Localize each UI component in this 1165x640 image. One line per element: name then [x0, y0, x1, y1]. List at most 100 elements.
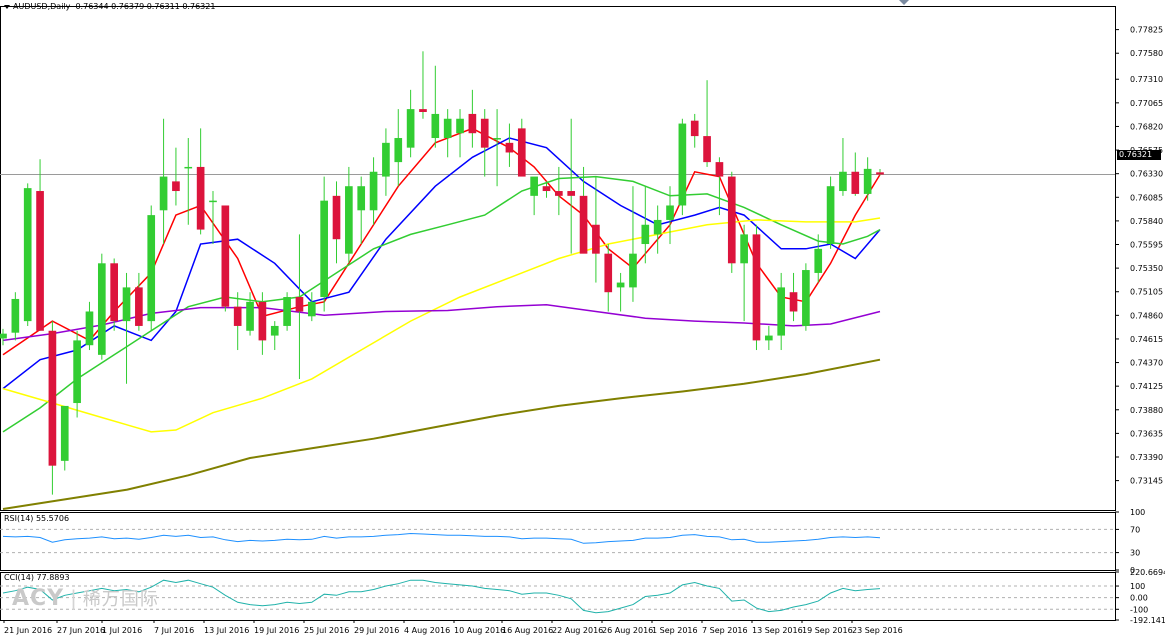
x-tick-label: 25 Jul 2016: [304, 626, 349, 635]
candle-body: [814, 248, 823, 273]
symbol-header: AUDUSD,Daily 0.76344 0.76379 0.76311 0.7…: [4, 2, 215, 11]
candle-body: [270, 325, 279, 336]
cci-tick-label: -100: [1130, 605, 1148, 614]
candle-body: [394, 138, 403, 163]
rsi-tick-label: 100: [1130, 508, 1145, 517]
y-tick-label: 0.76820: [1130, 122, 1163, 131]
symbol-title: AUDUSD,Daily: [13, 2, 71, 11]
moving-average-1: [2, 137, 881, 390]
y-tick-label: 0.73145: [1130, 477, 1163, 486]
candle-body: [802, 270, 810, 326]
logo-separator: |: [70, 586, 77, 610]
candle-body: [678, 123, 687, 206]
y-tick-label: 0.73635: [1130, 429, 1163, 438]
candle-body: [97, 263, 106, 355]
x-tick-label: 13 Jul 2016: [204, 626, 249, 635]
candle-body: [135, 287, 143, 326]
rsi-line: [2, 532, 881, 544]
candle-body: [320, 200, 328, 298]
candle-body: [493, 138, 501, 140]
candle-body: [666, 205, 674, 220]
x-tick-label: 27 Jun 2016: [57, 626, 105, 635]
candle-body: [443, 118, 452, 139]
candle-body: [567, 191, 576, 196]
moving-average-4: [2, 303, 881, 342]
candle-body: [345, 186, 353, 254]
candle-body: [406, 109, 415, 148]
candle-body: [48, 330, 57, 466]
candle-body: [456, 118, 464, 134]
x-tick-label: 19 Sep 2016: [802, 626, 853, 635]
candle-body: [629, 253, 637, 288]
candle-body: [555, 191, 563, 196]
candle-body: [727, 176, 736, 264]
rsi-title: RSI(14) 55.5706: [4, 514, 72, 523]
logo: ACY | 稀万国际: [12, 585, 159, 611]
y-tick-label: 0.74125: [1130, 382, 1163, 391]
candle-body: [765, 335, 773, 341]
main-panel-frame: [0, 6, 1116, 511]
x-tick-label: 21 Jun 2016: [4, 626, 52, 635]
candle-body: [579, 195, 588, 254]
shift-marker-icon[interactable]: [899, 0, 909, 5]
cci-line: [2, 579, 881, 614]
candle-body: [110, 263, 118, 322]
x-tick-label: 29 Jul 2016: [354, 626, 399, 635]
x-tick-label: 26 Aug 2016: [602, 626, 653, 635]
candle-body: [851, 171, 860, 194]
y-tick-label: 0.77065: [1130, 99, 1163, 108]
candle-body: [307, 301, 316, 317]
logo-brand: ACY: [12, 586, 65, 611]
x-tick-label: 16 Aug 2016: [502, 626, 553, 635]
candle-body: [73, 340, 81, 404]
x-tick-label: 7 Jul 2016: [154, 626, 194, 635]
candle-body: [36, 191, 44, 331]
candle-body: [876, 172, 884, 175]
candle-body: [517, 128, 526, 177]
cci-tick-label: 220.6694: [1130, 568, 1165, 577]
y-tick-label: 0.74370: [1130, 359, 1163, 368]
y-tick-label: 0.74615: [1130, 335, 1163, 344]
candle-body: [332, 195, 341, 240]
rsi-tick-label: 0: [1130, 566, 1135, 575]
ohlc-readout: 0.76344 0.76379 0.76311 0.76321: [75, 2, 216, 11]
candle-body: [221, 205, 230, 307]
candle-body: [196, 166, 205, 230]
x-tick-label: 1 Jul 2016: [102, 626, 142, 635]
candle-body: [431, 113, 440, 139]
candle-body: [542, 186, 551, 192]
x-tick-label: 19 Jul 2016: [254, 626, 299, 635]
y-tick-label: 0.75595: [1130, 241, 1163, 250]
logo-chinese: 稀万国际: [82, 589, 159, 610]
candle-body: [826, 186, 835, 245]
candle-body: [653, 219, 662, 235]
candle-body: [85, 311, 94, 346]
x-tick-label: 13 Sep 2016: [752, 626, 803, 635]
x-tick-label: 1 Sep 2016: [652, 626, 698, 635]
candle-body: [258, 301, 267, 341]
cci-tick-label: 0.00: [1130, 594, 1148, 603]
candle-body: [740, 234, 748, 264]
candle-body: [295, 297, 304, 312]
candle-body: [592, 224, 600, 254]
candle-body: [23, 188, 32, 322]
candle-body: [0, 333, 7, 339]
candle-body: [184, 166, 193, 169]
candle-body: [480, 118, 489, 148]
x-tick-label: 4 Aug 2016: [404, 626, 450, 635]
y-tick-label: 0.73880: [1130, 406, 1163, 415]
candle-body: [209, 200, 217, 203]
candle-body: [703, 136, 711, 163]
candle-body: [641, 224, 650, 245]
cci-title: CCI(14) 77.8893: [4, 573, 72, 582]
moving-average-2: [2, 175, 881, 433]
y-tick-label: 0.77580: [1130, 49, 1163, 58]
candle-body: [159, 176, 168, 211]
y-tick-label: 0.75105: [1130, 288, 1163, 297]
candle-body: [863, 168, 872, 194]
candle-body: [604, 253, 613, 293]
candle-body: [505, 142, 514, 153]
candle-body: [715, 162, 724, 177]
moving-average-5: [2, 358, 881, 510]
